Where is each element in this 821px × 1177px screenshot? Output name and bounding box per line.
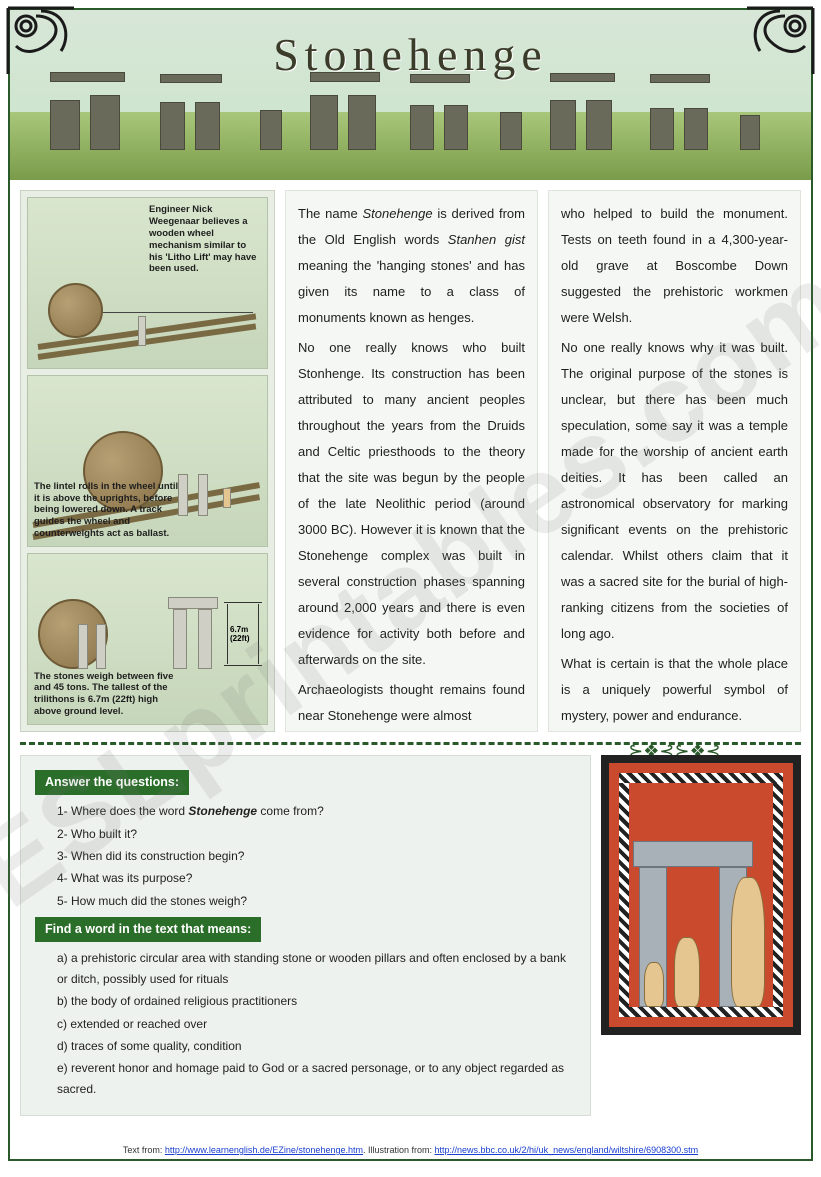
text-em: Stonehenge	[362, 206, 432, 221]
height-label: 6.7m (22ft)	[230, 625, 258, 643]
source-link-illustration[interactable]: http://news.bbc.co.uk/2/hi/uk_news/engla…	[435, 1145, 699, 1155]
diagram-panel-3: 6.7m (22ft) The stones weigh between fiv…	[27, 553, 268, 725]
exercises-box: Answer the questions: 1- Where does the …	[20, 755, 591, 1116]
article-p6: What is certain is that the whole place …	[561, 651, 788, 729]
definition-a: a) a prehistoric circular area with stan…	[57, 948, 576, 989]
question-list: 1- Where does the word Stonehenge come f…	[35, 801, 576, 911]
text: The name	[298, 206, 362, 221]
diagram-caption-3: The stones weigh between five and 45 ton…	[30, 667, 180, 723]
definition-b: b) the body of ordained religious practi…	[57, 991, 576, 1011]
exercise-heading-1: Answer the questions:	[35, 770, 189, 795]
article-p2: No one really knows who built Stonhenge.…	[298, 335, 525, 673]
corner-ornament-tl	[6, 6, 76, 76]
question-2: 2- Who built it?	[57, 824, 576, 844]
stonehenge-silhouette	[50, 80, 771, 150]
diagram-caption-2: The lintel rolls in the wheel until it i…	[30, 477, 190, 544]
content-row: Engineer Nick Weegenaar believes a woode…	[10, 180, 811, 740]
source-footer: Text from: http://www.learnenglish.de/EZ…	[20, 1145, 801, 1155]
article-p5: No one really knows why it was built. Th…	[561, 335, 788, 647]
diagram-caption-1: Engineer Nick Weegenaar believes a woode…	[145, 200, 265, 279]
definition-d: d) traces of some quality, condition	[57, 1036, 576, 1056]
text-em: Stonehenge	[188, 804, 257, 818]
exercises-section: Answer the questions: 1- Where does the …	[20, 742, 801, 1116]
text-em: Stanhen gist	[448, 232, 525, 247]
text: come from?	[257, 804, 324, 818]
definition-c: c) extended or reached over	[57, 1014, 576, 1034]
question-1: 1- Where does the word Stonehenge come f…	[57, 801, 576, 821]
definition-e: e) reverent honor and homage paid to God…	[57, 1058, 576, 1099]
article-p1: The name Stonehenge is derived from the …	[298, 201, 525, 331]
text: Text from:	[123, 1145, 165, 1155]
diagram-panel-2: The lintel rolls in the wheel until it i…	[27, 375, 268, 547]
page-frame: Stonehenge E	[8, 8, 813, 1161]
text: . Illustration from:	[363, 1145, 435, 1155]
question-5: 5- How much did the stones weigh?	[57, 891, 576, 911]
corner-ornament-tr	[745, 6, 815, 76]
diagram-panel-1: Engineer Nick Weegenaar believes a woode…	[27, 197, 268, 369]
illumination-image	[601, 755, 801, 1035]
article-p4: who helped to build the monument. Tests …	[561, 201, 788, 331]
celtic-border	[609, 763, 793, 1027]
text: meaning the 'hanging stones' and has giv…	[298, 258, 525, 325]
question-3: 3- When did its construction begin?	[57, 846, 576, 866]
article-p3: Archaeologists thought remains found nea…	[298, 677, 525, 729]
text: 1- Where does the word	[57, 804, 188, 818]
diagram-column: Engineer Nick Weegenaar believes a woode…	[20, 190, 275, 732]
article-column-1: The name Stonehenge is derived from the …	[285, 190, 538, 732]
definition-list: a) a prehistoric circular area with stan…	[35, 948, 576, 1099]
exercise-heading-2: Find a word in the text that means:	[35, 917, 261, 942]
header-banner: Stonehenge	[10, 10, 811, 180]
article-column-2: who helped to build the monument. Tests …	[548, 190, 801, 732]
source-link-text[interactable]: http://www.learnenglish.de/EZine/stonehe…	[165, 1145, 363, 1155]
question-4: 4- What was its purpose?	[57, 868, 576, 888]
